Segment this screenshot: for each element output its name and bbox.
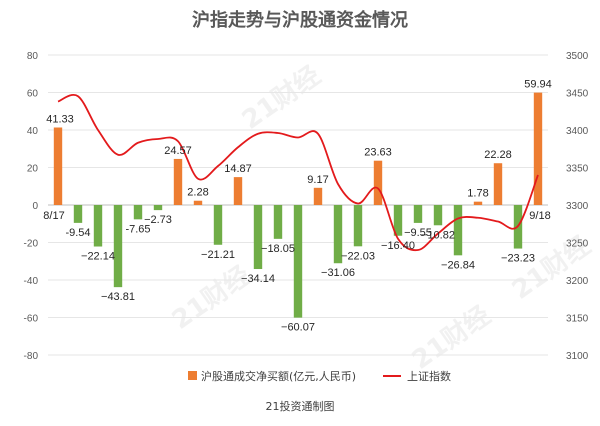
index-line xyxy=(57,94,539,252)
bar xyxy=(153,205,163,211)
bar-data-label: 2.28 xyxy=(187,187,208,199)
bar-data-label: −9.55 xyxy=(404,227,432,239)
left-axis-tick: -80 xyxy=(24,351,39,362)
bar-data-label: 9.17 xyxy=(307,174,328,186)
bar-data-label: -7.65 xyxy=(125,223,150,235)
left-axis-tick: -60 xyxy=(24,314,39,325)
bar xyxy=(53,127,63,205)
bar xyxy=(393,205,403,236)
right-axis-tick: 3250 xyxy=(566,239,589,250)
bar-data-label: −10.82 xyxy=(421,229,455,241)
bar-data-label: −43.81 xyxy=(101,291,135,303)
bar-data-label: 23.63 xyxy=(364,147,392,159)
left-axis-tick: 20 xyxy=(27,164,39,175)
bar-data-label: −18.05 xyxy=(261,243,295,255)
bar xyxy=(133,205,143,220)
bar-data-label: −31.06 xyxy=(321,267,355,279)
left-axis-tick: -20 xyxy=(24,239,39,250)
bar xyxy=(73,205,83,223)
legend-line-label: 上证指数 xyxy=(407,369,451,383)
bar xyxy=(493,163,503,205)
bar xyxy=(473,201,483,205)
right-axis-tick: 3100 xyxy=(566,351,589,362)
left-axis-tick: -40 xyxy=(24,276,39,287)
bar-data-label: 59.94 xyxy=(524,79,552,91)
watermark-0: 21财经 xyxy=(236,60,326,136)
right-axis-tick: 3450 xyxy=(566,89,589,100)
right-axis-tick: 3400 xyxy=(566,126,589,137)
bar xyxy=(373,160,383,205)
bar-data-label: 24.57 xyxy=(164,145,192,157)
left-axis-tick: 0 xyxy=(32,201,38,212)
bar xyxy=(433,205,443,226)
bar-data-label: −34.14 xyxy=(241,273,275,285)
right-axis-tick: 3200 xyxy=(566,276,589,287)
right-axis-tick: 3350 xyxy=(566,164,589,175)
bar xyxy=(353,205,363,247)
left-axis-tick: 40 xyxy=(27,126,39,137)
legend-bar-swatch xyxy=(188,371,197,380)
bar xyxy=(173,158,183,205)
bar-data-label: −60.07 xyxy=(281,322,315,334)
bar-data-label: -9.54 xyxy=(65,227,90,239)
bar-data-label: −26.84 xyxy=(441,259,475,271)
watermark-2: 21财经 xyxy=(406,300,496,376)
chart-title: 沪指走势与沪股通资金情况 xyxy=(192,10,408,31)
right-axis-tick: 3150 xyxy=(566,314,589,325)
bar xyxy=(233,177,243,205)
bar-data-label: −16.40 xyxy=(381,240,415,252)
right-axis-tick: 3500 xyxy=(566,51,589,62)
bar-data-label: −2.73 xyxy=(144,214,172,226)
watermark-1: 21财经 xyxy=(166,260,256,336)
bar-data-label: 1.78 xyxy=(467,188,488,200)
start-date-label: 8/17 xyxy=(43,210,64,222)
bar-data-label: −22.03 xyxy=(341,250,375,262)
left-axis-tick: 60 xyxy=(27,89,39,100)
legend-bar-label: 沪股通成交净买额(亿元,人民币) xyxy=(201,369,356,383)
bar xyxy=(293,205,303,318)
bar-data-label: −22.14 xyxy=(81,251,115,263)
chart-footer: 21投资通制图 xyxy=(266,399,335,413)
bar xyxy=(113,205,123,288)
bar xyxy=(213,205,223,245)
bar xyxy=(533,92,543,205)
bar-data-label: 14.87 xyxy=(224,163,252,175)
bar xyxy=(333,205,343,264)
bar xyxy=(253,205,263,270)
bar xyxy=(93,205,103,247)
bar xyxy=(413,205,423,223)
bar-data-label: 22.28 xyxy=(484,149,512,161)
left-axis-tick: 80 xyxy=(27,51,39,62)
bar xyxy=(193,200,203,205)
end-date-label: 9/18 xyxy=(529,210,550,222)
bar-data-label: 41.33 xyxy=(46,114,74,126)
right-axis-tick: 3300 xyxy=(566,201,589,212)
bar xyxy=(273,205,283,239)
bar xyxy=(313,187,323,205)
bar-data-label: −23.23 xyxy=(501,253,535,265)
bar xyxy=(453,205,463,256)
bar-data-label: −21.21 xyxy=(201,249,235,261)
